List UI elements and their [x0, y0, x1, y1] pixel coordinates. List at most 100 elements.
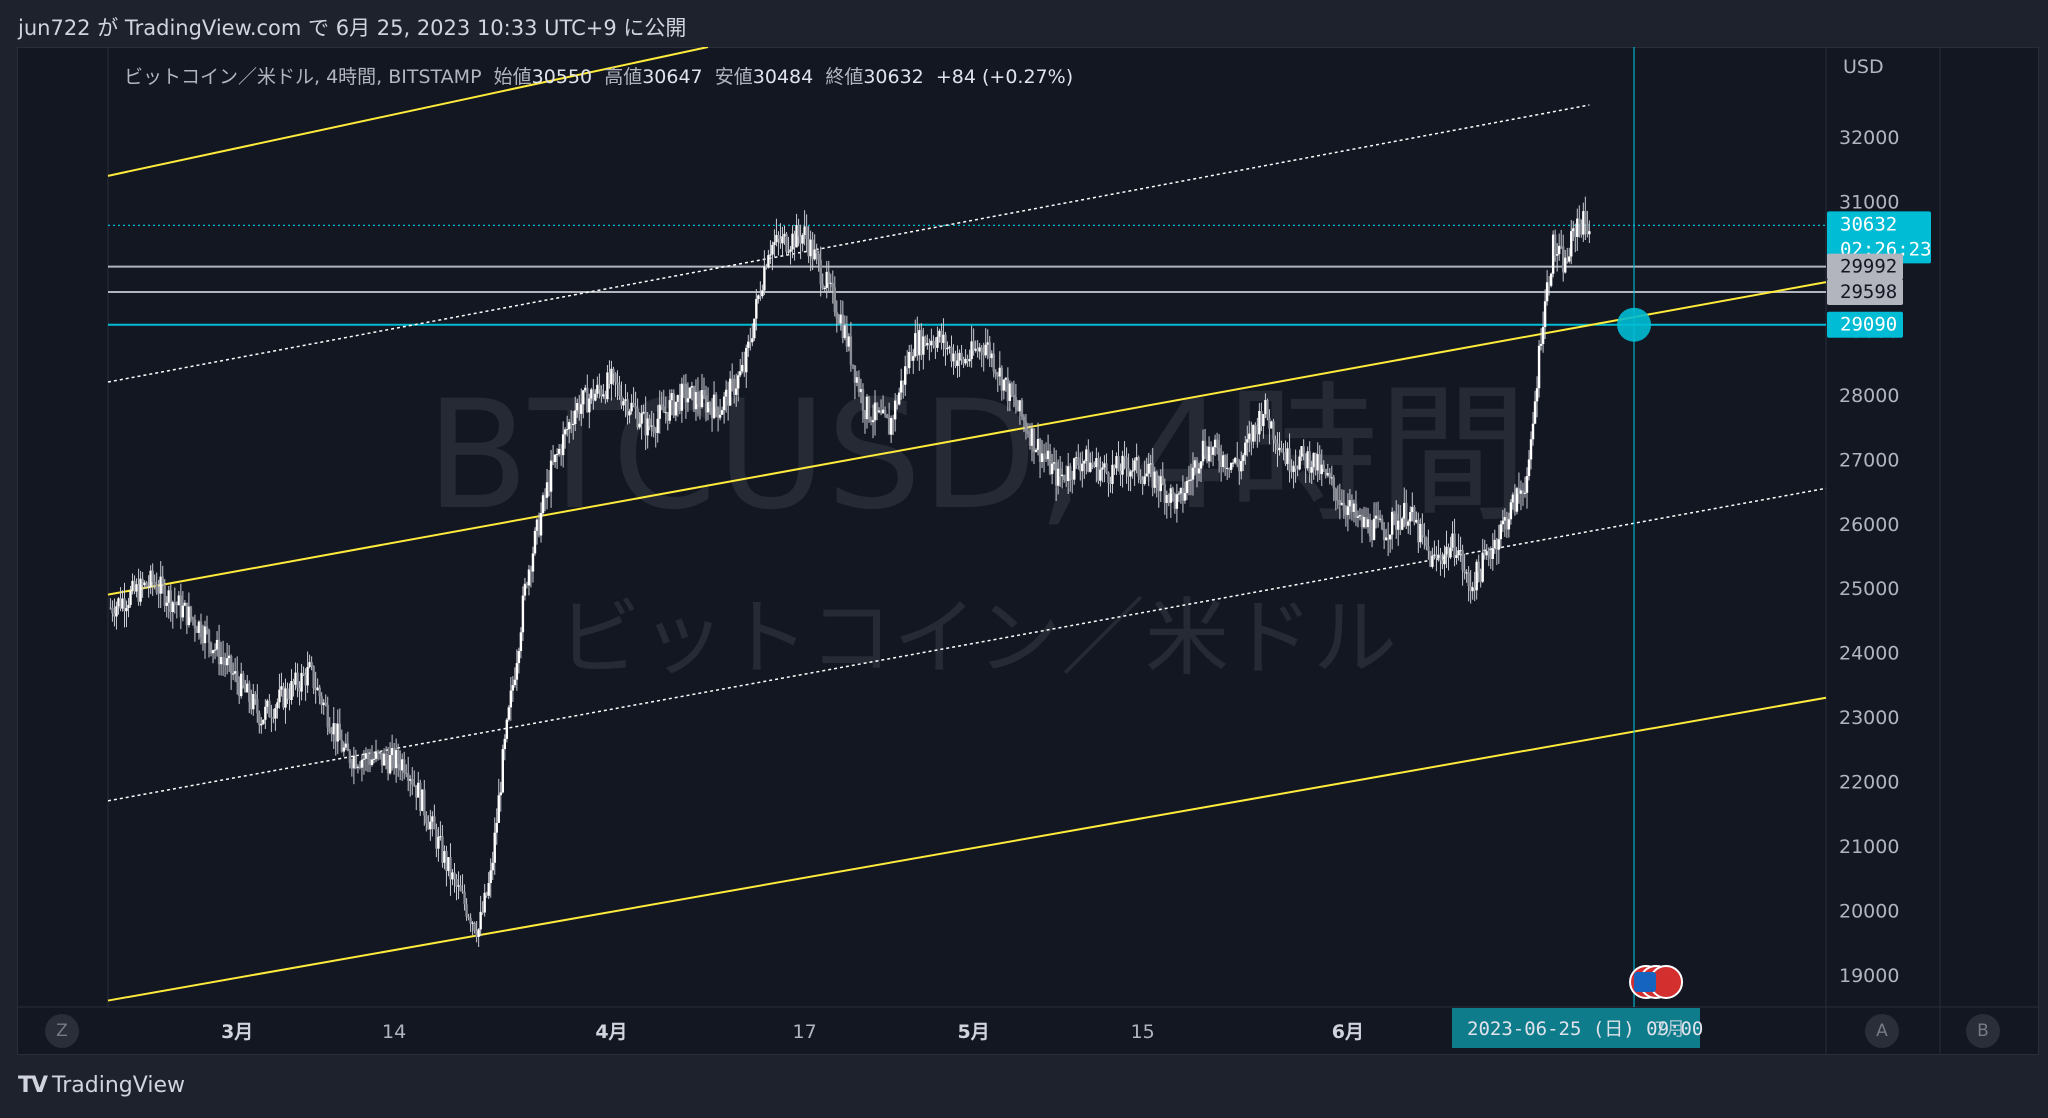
candle-body: [908, 352, 911, 369]
zoom-button[interactable]: Z: [45, 1014, 79, 1048]
candle-body: [1322, 464, 1325, 469]
candle-body: [620, 396, 623, 406]
candle-body: [1240, 460, 1243, 472]
candle-body: [1056, 468, 1060, 486]
candle-body: [1495, 539, 1499, 550]
candle-body: [706, 402, 710, 413]
candle-body: [254, 694, 257, 700]
candle-body: [1087, 449, 1090, 472]
price-tag-bg-29992: [1827, 253, 1903, 280]
candle-body: [159, 576, 162, 594]
candle-body: [1586, 223, 1589, 235]
candle-body: [409, 779, 412, 781]
candle-body: [666, 412, 669, 421]
candle-body: [1372, 518, 1376, 540]
candle-body: [189, 606, 193, 618]
candle-body: [1032, 428, 1036, 452]
candle-body: [968, 359, 971, 362]
candle-body: [654, 431, 657, 434]
candle-body: [145, 582, 148, 587]
candle-body: [1079, 465, 1082, 472]
candle-body: [889, 417, 893, 435]
candle-body: [1010, 383, 1014, 395]
x-tick-5: 15: [1131, 1021, 1155, 1043]
a-button[interactable]: A: [1865, 1014, 1899, 1048]
b-button[interactable]: B: [1966, 1014, 2000, 1048]
candle-body: [803, 226, 806, 235]
candle-body: [463, 891, 466, 905]
trend-line-1[interactable]: [107, 47, 709, 177]
candle-body: [598, 384, 601, 390]
candle-body: [688, 387, 692, 399]
candle-body: [415, 785, 418, 798]
candle-body: [624, 399, 627, 402]
candle-body: [875, 402, 879, 413]
candle-body: [737, 375, 740, 389]
candle-body: [1392, 511, 1396, 514]
candle-body: [1002, 379, 1006, 391]
candle-body: [487, 883, 490, 896]
trend-line-2[interactable]: [107, 281, 1827, 596]
candle-body: [964, 358, 967, 364]
candle-body: [109, 607, 112, 609]
candle-body: [1469, 585, 1472, 592]
candle-body: [730, 378, 734, 380]
candle-body: [131, 580, 134, 591]
candle-body: [513, 679, 517, 686]
legend-high-label: 高値: [604, 66, 643, 88]
candle-body: [1038, 438, 1042, 462]
candle-body: [314, 688, 317, 691]
candle-body: [348, 751, 352, 764]
candle-body: [1143, 476, 1146, 484]
x-tick-1: 14: [382, 1021, 406, 1043]
candle-body: [1471, 587, 1474, 592]
price-tag-bg-29598: [1827, 278, 1903, 305]
candle-body: [847, 336, 851, 347]
candle-body: [1582, 211, 1585, 235]
candle-body: [1362, 516, 1366, 528]
candle-body: [1131, 470, 1134, 472]
candle-body: [201, 637, 205, 644]
candle-body: [139, 578, 142, 602]
candle-body: [940, 330, 943, 343]
tradingview-logo[interactable]: 𝗧𝗩 TradingView: [18, 1073, 185, 1098]
candle-body: [1360, 514, 1364, 528]
crosshair-date: 2023-06-25 (日) 09:00: [1467, 1018, 1703, 1040]
candle-body: [749, 341, 752, 343]
trend-line-4[interactable]: [107, 104, 1590, 383]
candle-body: [517, 651, 521, 664]
candle-body: [171, 602, 174, 613]
candle-body: [185, 602, 189, 626]
crosshair-point[interactable]: [1617, 307, 1652, 342]
candle-body: [1519, 490, 1523, 494]
candle-body: [217, 639, 221, 665]
candle-body: [1024, 421, 1028, 432]
price-chart[interactable]: BTCUSD, 4時間ビットコイン／米ドルUSD1900020000210002…: [17, 47, 2039, 1055]
candle-body: [1195, 460, 1199, 474]
candle-body: [1157, 485, 1160, 492]
trend-line-3[interactable]: [107, 696, 1827, 1002]
candle-body: [900, 380, 903, 393]
candle-body: [765, 266, 768, 268]
candle-body: [630, 402, 633, 412]
candle-body: [1435, 554, 1438, 559]
candle-body: [1099, 469, 1102, 481]
candle-body: [946, 347, 949, 350]
candle-body: [485, 892, 488, 896]
candle-body: [696, 391, 700, 404]
candle-body: [256, 699, 259, 714]
candle-body: [1352, 503, 1356, 512]
candle-body: [1171, 488, 1175, 494]
candle-body: [250, 702, 253, 710]
candle-body: [1332, 477, 1336, 489]
candle-body: [511, 685, 515, 691]
candle-body: [1264, 400, 1267, 415]
candle-body: [1423, 535, 1426, 538]
legend-close-label: 終値: [825, 66, 864, 88]
candle-body: [495, 822, 498, 833]
candle-body: [240, 673, 243, 697]
candle-body: [1388, 534, 1392, 540]
candle-body: [1046, 450, 1050, 460]
candle-body: [984, 344, 987, 356]
candle-body: [207, 630, 211, 643]
